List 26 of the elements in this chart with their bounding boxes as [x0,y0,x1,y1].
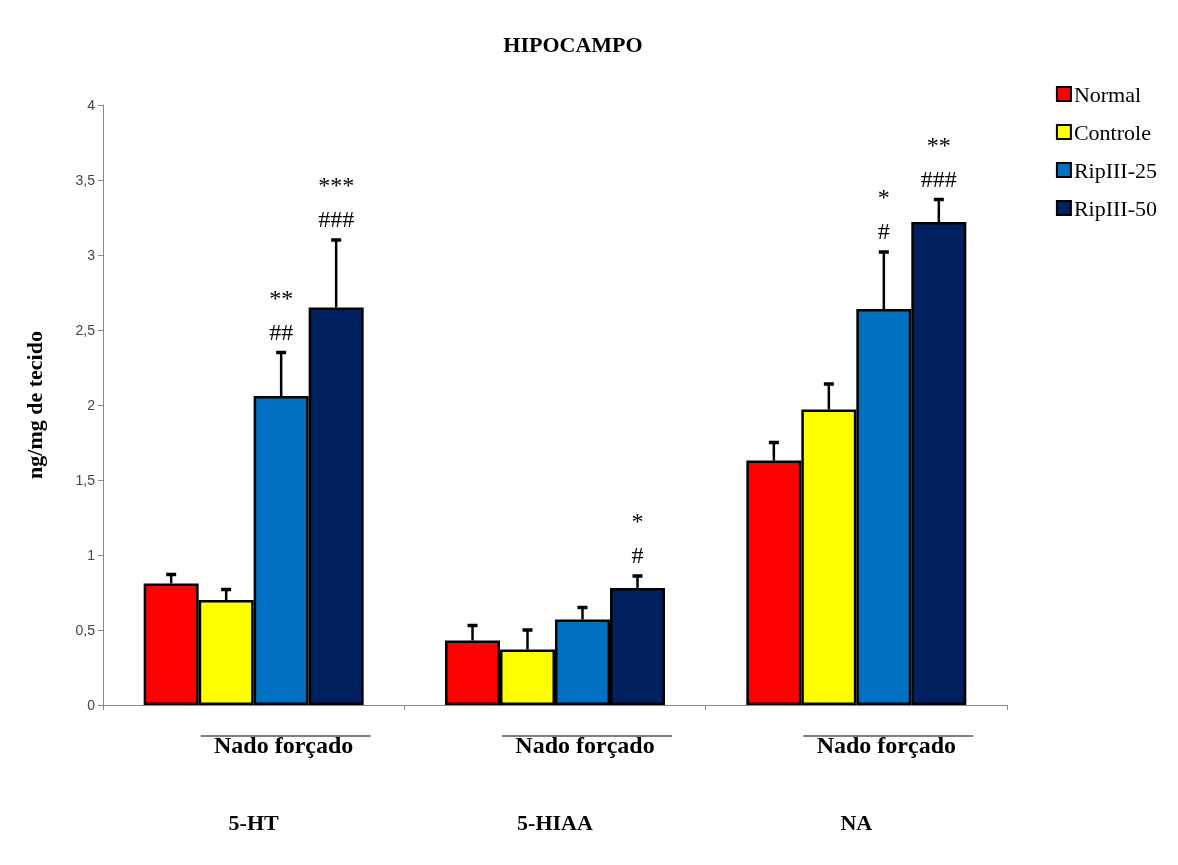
y-tick-label: 3,5 [75,172,96,188]
y-tick-label: 3 [87,247,96,263]
x-tick-label: NA [840,809,873,835]
legend-label: Controle [1073,119,1151,145]
y-tick-label: 2 [87,397,96,413]
legend-label: RipIII-50 [1073,195,1157,221]
y-tick-label: 0,5 [75,622,96,638]
data-label: *** ### [318,172,355,232]
legend-label: Normal [1073,81,1142,107]
y-axis-title: ng/mg de tecido [21,331,47,479]
y-tick-label: 4 [87,97,96,113]
y-tick-label: 1 [87,547,96,563]
data-label: * # [877,184,890,244]
y-tick-label: 2,5 [75,322,96,338]
x-tick-label: 5-HIAA [517,809,593,835]
x-tick-label: 5-HT [228,809,280,835]
text: Nado forçado [515,732,655,758]
data-label: ** ## [269,284,294,345]
chart-title: HIPOCAMPO [503,31,643,57]
data-label: ** ### [920,131,957,192]
legend-label: RipIII-25 [1073,157,1157,183]
y-tick-label: 0 [87,697,96,713]
y-tick-label: 1,5 [75,472,96,488]
text: Nado forçado [816,732,956,758]
text: Nado forçado [214,732,354,758]
data-label: * # [631,508,644,568]
